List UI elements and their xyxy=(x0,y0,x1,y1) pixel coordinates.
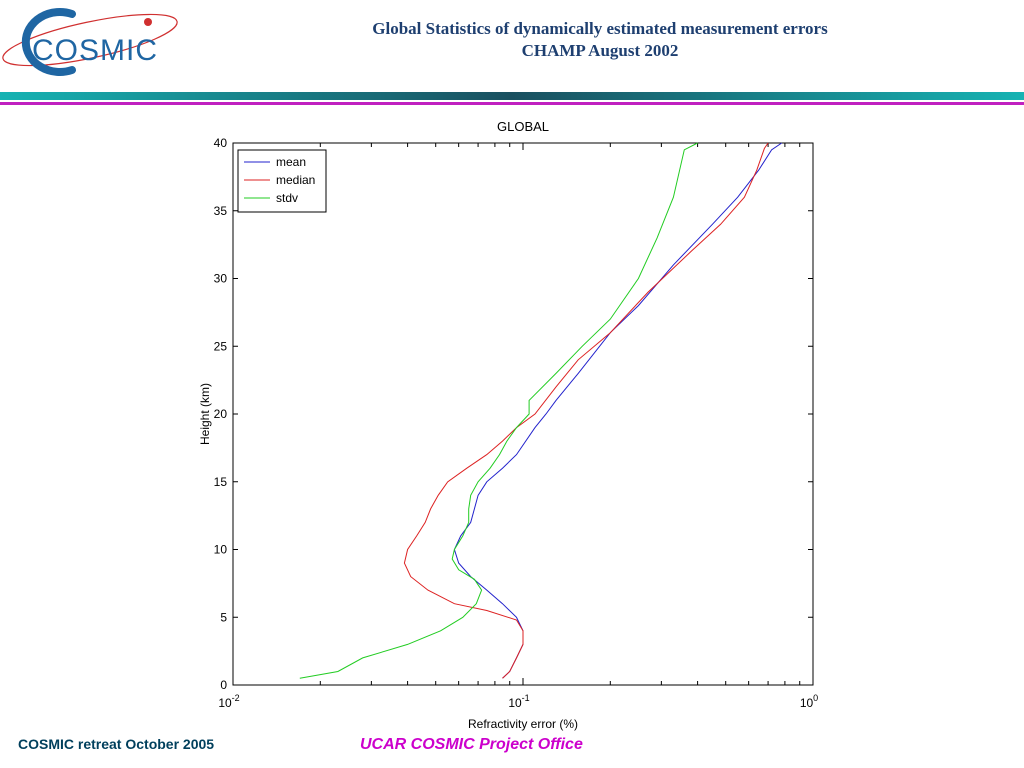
legend-label-mean: mean xyxy=(276,155,306,169)
logo-c-arc xyxy=(21,8,76,76)
chart-title: GLOBAL xyxy=(497,119,549,134)
page-title-line-2: CHAMP August 2002 xyxy=(521,41,679,60)
footer-office-label: UCAR COSMIC Project Office xyxy=(360,736,583,753)
page-title-line-1: Global Statistics of dynamically estimat… xyxy=(372,19,828,38)
logo-satellite-dot xyxy=(144,18,152,26)
y-tick-label: 20 xyxy=(214,407,228,421)
plot-frame xyxy=(232,142,814,686)
series-line-median xyxy=(403,142,769,679)
header-band-magenta xyxy=(0,102,1024,105)
y-tick-label: 15 xyxy=(214,475,228,489)
y-tick-label: 40 xyxy=(214,136,228,150)
legend-label-median: median xyxy=(276,173,315,187)
series-line-stdv xyxy=(299,142,698,679)
x-tick-label: 100 xyxy=(800,693,818,710)
y-tick-label: 25 xyxy=(214,339,228,353)
y-axis-label: Height (km) xyxy=(198,383,212,445)
page-title: Global Statistics of dynamically estimat… xyxy=(300,18,900,62)
logo-orbit-ring xyxy=(2,13,178,67)
legend-box xyxy=(237,149,327,213)
cosmic-logo: COSMIC xyxy=(2,8,178,76)
logo-text: COSMIC xyxy=(32,34,158,67)
x-tick-label: 10-2 xyxy=(218,693,239,710)
footer-event-label: COSMIC retreat October 2005 xyxy=(18,736,215,752)
y-tick-label: 0 xyxy=(220,678,227,692)
y-tick-label: 30 xyxy=(214,272,228,286)
y-tick-label: 5 xyxy=(220,610,227,624)
header-divider-bands xyxy=(0,92,1024,106)
y-tick-label: 35 xyxy=(214,204,228,218)
chart-legend: mean median stdv xyxy=(237,149,327,213)
legend-label-stdv: stdv xyxy=(276,191,298,205)
x-tick-label: 10-1 xyxy=(508,693,529,710)
x-axis-label: Refractivity error (%) xyxy=(468,717,578,731)
y-tick-label: 10 xyxy=(214,543,228,557)
header-band-teal xyxy=(0,92,1024,100)
series-line-mean xyxy=(453,142,782,679)
